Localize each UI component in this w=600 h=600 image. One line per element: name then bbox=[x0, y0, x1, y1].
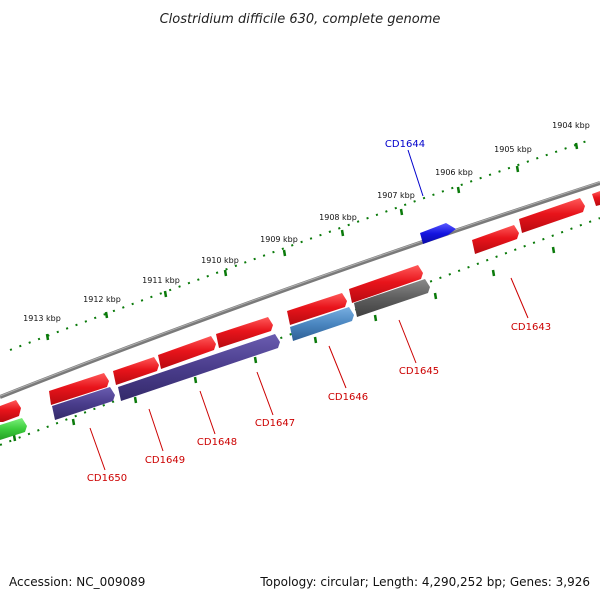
major-tick bbox=[133, 396, 138, 404]
leader-line bbox=[148, 408, 164, 452]
forward-genes bbox=[0, 191, 600, 422]
leader-line bbox=[89, 427, 106, 471]
gene-label-cd1647[interactable]: CD1647 bbox=[255, 418, 295, 429]
major-tick bbox=[163, 290, 168, 298]
major-tick bbox=[71, 418, 76, 426]
gene-labels: CD1643 CD1644 CD1645 CD1646 CD1647 CD164… bbox=[87, 139, 551, 484]
leader-line bbox=[398, 319, 417, 364]
gene-arrow[interactable] bbox=[158, 336, 216, 369]
gene-label-cd1646[interactable]: CD1646 bbox=[328, 392, 368, 403]
major-tick bbox=[456, 186, 461, 194]
gene-label-cd1650[interactable]: CD1650 bbox=[87, 473, 127, 484]
gene-arrow[interactable] bbox=[118, 334, 280, 401]
kbp-label: 1906 kbp bbox=[435, 168, 473, 177]
kbp-label: 1908 kbp bbox=[319, 213, 357, 222]
major-tick bbox=[223, 269, 228, 277]
major-tick bbox=[340, 229, 345, 237]
major-tick bbox=[253, 356, 258, 364]
major-tick bbox=[104, 311, 109, 319]
kbp-label: 1910 kbp bbox=[201, 256, 239, 265]
major-tick bbox=[399, 208, 404, 216]
genome-stats-text: Topology: circular; Length: 4,290,252 bp… bbox=[259, 575, 590, 589]
gene-arrow[interactable] bbox=[216, 317, 273, 348]
gene-arrow[interactable] bbox=[354, 279, 430, 317]
genome-backbone bbox=[0, 181, 600, 399]
gene-label-cd1643[interactable]: CD1643 bbox=[511, 322, 551, 333]
gene-arrow[interactable] bbox=[472, 225, 519, 254]
gene-arrow[interactable] bbox=[290, 307, 354, 341]
major-tick bbox=[12, 434, 17, 442]
gene-arrow-highlighted[interactable] bbox=[420, 223, 456, 244]
leader-line bbox=[199, 390, 216, 435]
leader-line bbox=[510, 277, 529, 319]
major-tick bbox=[313, 336, 318, 344]
gene-arrow[interactable] bbox=[592, 191, 600, 206]
genome-backbone-highlight bbox=[0, 181, 600, 397]
gene-label-cd1648[interactable]: CD1648 bbox=[197, 437, 237, 448]
kbp-label: 1912 kbp bbox=[83, 295, 121, 304]
gene-arrow[interactable] bbox=[0, 400, 21, 422]
major-tick bbox=[45, 333, 50, 341]
gene-arrow[interactable] bbox=[52, 387, 115, 420]
major-tick bbox=[373, 314, 378, 322]
reverse-genes bbox=[0, 279, 430, 440]
leader-line bbox=[407, 149, 424, 197]
major-tick bbox=[551, 246, 556, 254]
accession-text: Accession: NC_009089 bbox=[9, 575, 145, 589]
major-tick bbox=[515, 165, 520, 173]
gene-arrow[interactable] bbox=[349, 265, 423, 303]
outer-tick-ring bbox=[9, 139, 591, 351]
inner-major-ticks bbox=[12, 246, 556, 442]
major-tick bbox=[574, 142, 579, 150]
gene-arrow[interactable] bbox=[113, 357, 159, 385]
gene-label-cd1645[interactable]: CD1645 bbox=[399, 366, 439, 377]
major-tick bbox=[491, 269, 496, 277]
major-tick bbox=[282, 249, 287, 257]
major-tick bbox=[193, 376, 198, 384]
gene-arrow[interactable] bbox=[0, 418, 27, 440]
gene-arrow[interactable] bbox=[49, 373, 109, 405]
gene-label-leaders bbox=[89, 149, 529, 471]
gene-arrow[interactable] bbox=[519, 198, 585, 233]
kbp-label: 1911 kbp bbox=[142, 276, 180, 285]
gene-label-cd1644[interactable]: CD1644 bbox=[385, 139, 425, 150]
major-tick bbox=[433, 292, 438, 300]
kbp-label: 1905 kbp bbox=[494, 145, 532, 154]
kbp-label: 1913 kbp bbox=[23, 314, 61, 323]
kbp-label: 1909 kbp bbox=[260, 235, 298, 244]
leader-line bbox=[256, 371, 274, 416]
outer-major-ticks bbox=[45, 142, 579, 341]
gene-arrow[interactable] bbox=[287, 293, 347, 325]
kbp-label: 1904 kbp bbox=[552, 121, 590, 130]
gene-label-cd1649[interactable]: CD1649 bbox=[145, 455, 185, 466]
kbp-label: 1907 kbp bbox=[377, 191, 415, 200]
map-title: Clostridium difficile 630, complete geno… bbox=[160, 12, 441, 27]
kbp-labels: 1913 kbp 1912 kbp 1911 kbp 1910 kbp 1909… bbox=[23, 121, 590, 323]
leader-line bbox=[328, 345, 347, 389]
